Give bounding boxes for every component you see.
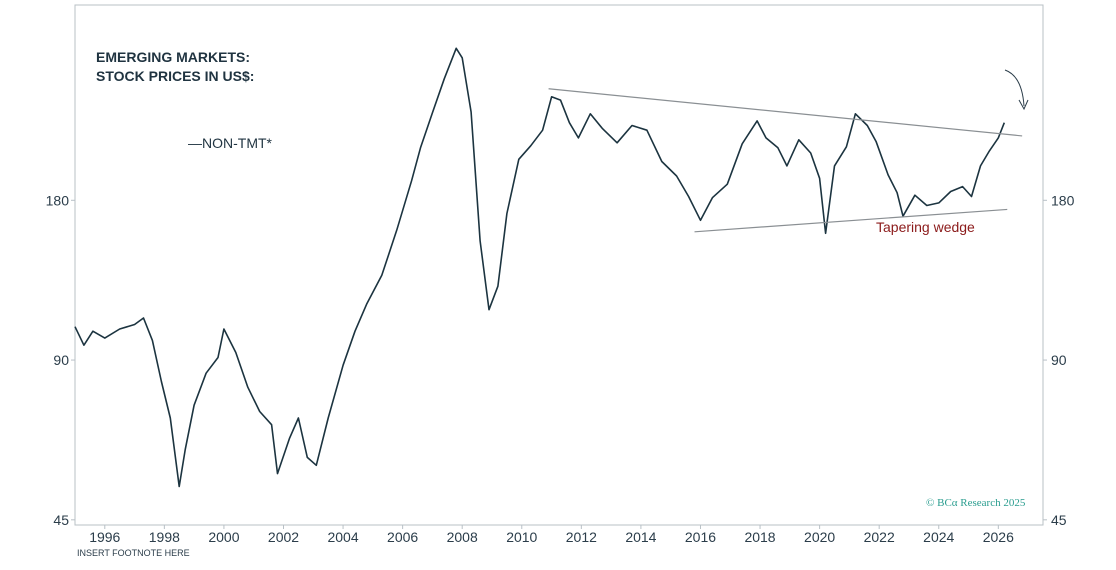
footnote: INSERT FOOTNOTE HERE: [77, 548, 190, 558]
x-tick-label-1996: 1996: [89, 529, 120, 545]
x-tick-label-2002: 2002: [268, 529, 299, 545]
x-tick-label-2008: 2008: [447, 529, 478, 545]
chart-title-line-2: STOCK PRICES IN US$:: [96, 68, 254, 84]
arrow-head-icon: [1018, 99, 1029, 111]
x-tick-label-2004: 2004: [327, 529, 358, 545]
wedge-upper-line: [548, 88, 1023, 137]
x-tick-label-2020: 2020: [804, 529, 835, 545]
legend-entry-non-tmt: —NON-TMT*: [188, 135, 273, 151]
y-tick-label-left-90: 90: [53, 352, 69, 368]
x-tick-label-2014: 2014: [625, 529, 656, 545]
x-tick-label-2024: 2024: [923, 529, 954, 545]
x-tick-label-2018: 2018: [744, 529, 775, 545]
x-tick-label-2022: 2022: [864, 529, 895, 545]
x-tick-label-2012: 2012: [566, 529, 597, 545]
x-tick-label-1998: 1998: [149, 529, 180, 545]
credit-text: © BCα Research 2025: [926, 497, 1026, 509]
y-tick-label-left-180: 180: [46, 192, 70, 208]
y-tick-label-right-90: 90: [1051, 352, 1067, 368]
down-arrow-icon: [1004, 69, 1025, 107]
wedge-lower-line: [694, 208, 1008, 233]
y-tick-label-right-45: 45: [1051, 512, 1067, 528]
axis-ticks: 1996 1998 2000 2002 2004 2006 2008 2010 2012 2014…: [46, 192, 1075, 545]
x-tick-label-2026: 2026: [983, 529, 1014, 545]
x-tick-label-2006: 2006: [387, 529, 418, 545]
tapering-wedge: [548, 88, 1023, 233]
x-tick-label-2000: 2000: [208, 529, 239, 545]
chart-title-line-1: EMERGING MARKETS:: [96, 49, 250, 65]
annotation-tapering-wedge: Tapering wedge: [876, 219, 975, 235]
plot-frame: [74, 4, 1044, 526]
series-line-non-tmt: [74, 47, 1006, 488]
x-tick-label-2010: 2010: [506, 529, 537, 545]
x-tick-label-2016: 2016: [685, 529, 716, 545]
y-tick-label-right-180: 180: [1051, 192, 1075, 208]
y-tick-label-left-45: 45: [53, 512, 69, 528]
